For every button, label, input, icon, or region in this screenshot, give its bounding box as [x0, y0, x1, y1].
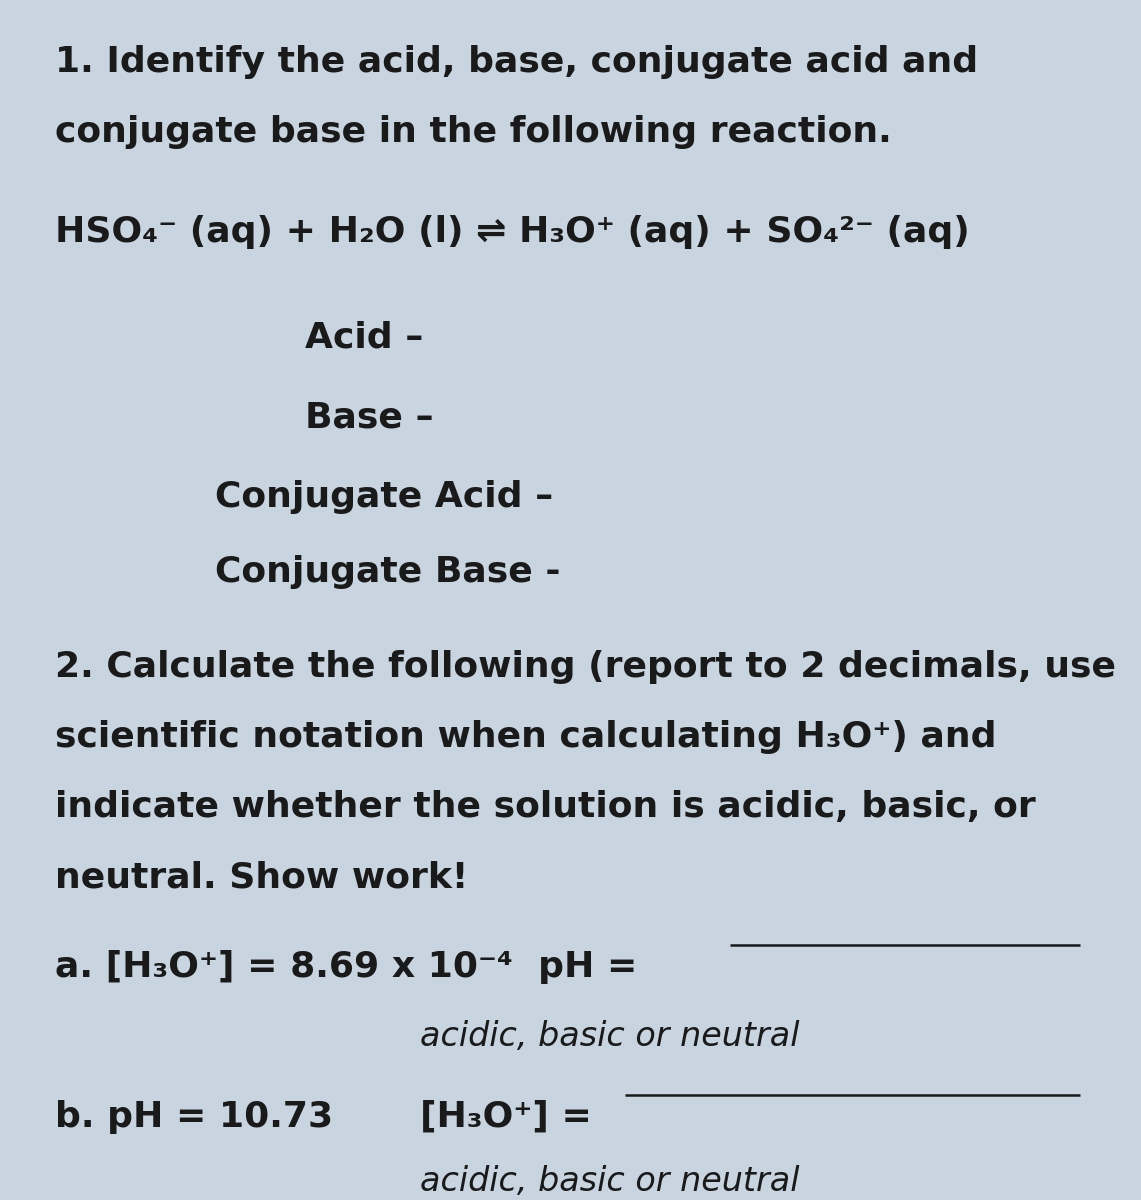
Text: indicate whether the solution is acidic, basic, or: indicate whether the solution is acidic,…: [55, 790, 1036, 824]
Text: conjugate base in the following reaction.: conjugate base in the following reaction…: [55, 115, 892, 149]
Text: 1. Identify the acid, base, conjugate acid and: 1. Identify the acid, base, conjugate ac…: [55, 44, 978, 79]
Text: Base –: Base –: [305, 400, 434, 434]
Text: [H₃O⁺] =: [H₃O⁺] =: [420, 1100, 605, 1134]
Text: Conjugate Acid –: Conjugate Acid –: [215, 480, 553, 514]
Text: Acid –: Acid –: [305, 320, 423, 354]
Text: scientific notation when calculating H₃O⁺) and: scientific notation when calculating H₃O…: [55, 720, 996, 754]
Text: a. [H₃O⁺] = 8.69 x 10⁻⁴  pH =: a. [H₃O⁺] = 8.69 x 10⁻⁴ pH =: [55, 950, 650, 984]
Text: 2. Calculate the following (report to 2 decimals, use: 2. Calculate the following (report to 2 …: [55, 650, 1116, 684]
Text: acidic, basic or neutral: acidic, basic or neutral: [420, 1165, 800, 1198]
Text: Conjugate Base -: Conjugate Base -: [215, 554, 560, 589]
Text: b. pH = 10.73: b. pH = 10.73: [55, 1100, 333, 1134]
Text: acidic, basic or neutral: acidic, basic or neutral: [420, 1020, 800, 1054]
Text: neutral. Show work!: neutral. Show work!: [55, 860, 468, 894]
Text: HSO₄⁻ (aq) + H₂O (l) ⇌ H₃O⁺ (aq) + SO₄²⁻ (aq): HSO₄⁻ (aq) + H₂O (l) ⇌ H₃O⁺ (aq) + SO₄²⁻…: [55, 215, 970, 248]
